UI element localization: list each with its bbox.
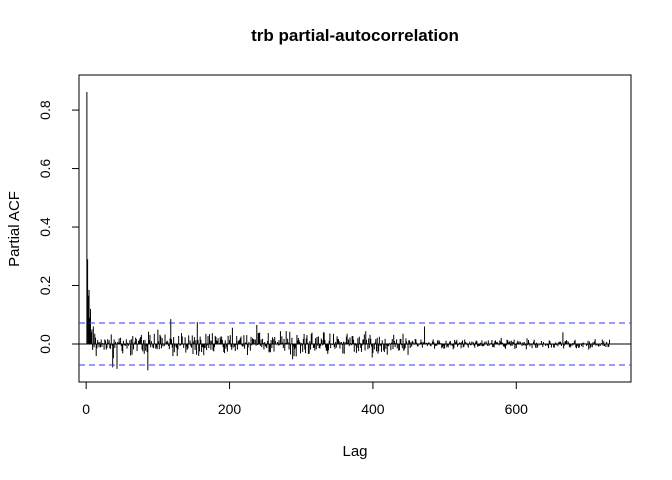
x-tick-label: 400 <box>361 401 385 417</box>
x-tick-label: 200 <box>218 401 242 417</box>
y-tick-label: 0.8 <box>37 100 53 120</box>
pacf-bars <box>86 91 610 371</box>
x-tick-label: 600 <box>505 401 529 417</box>
y-tick-label: 0.6 <box>37 159 53 179</box>
x-tick-label: 0 <box>82 401 90 417</box>
y-tick-label: 0.0 <box>37 334 53 354</box>
chart-title: trb partial-autocorrelation <box>251 26 459 45</box>
y-tick-label: 0.4 <box>37 217 53 237</box>
x-axis-label: Lag <box>342 443 367 460</box>
y-axis: 0.0 0.2 0.4 0.6 0.8 <box>37 100 79 354</box>
y-tick-label: 0.2 <box>37 276 53 296</box>
plot-frame <box>78 74 632 383</box>
y-axis-label: Partial ACF <box>6 191 23 267</box>
reference-lines <box>79 322 631 366</box>
x-axis: 0 200 400 600 <box>82 382 528 417</box>
